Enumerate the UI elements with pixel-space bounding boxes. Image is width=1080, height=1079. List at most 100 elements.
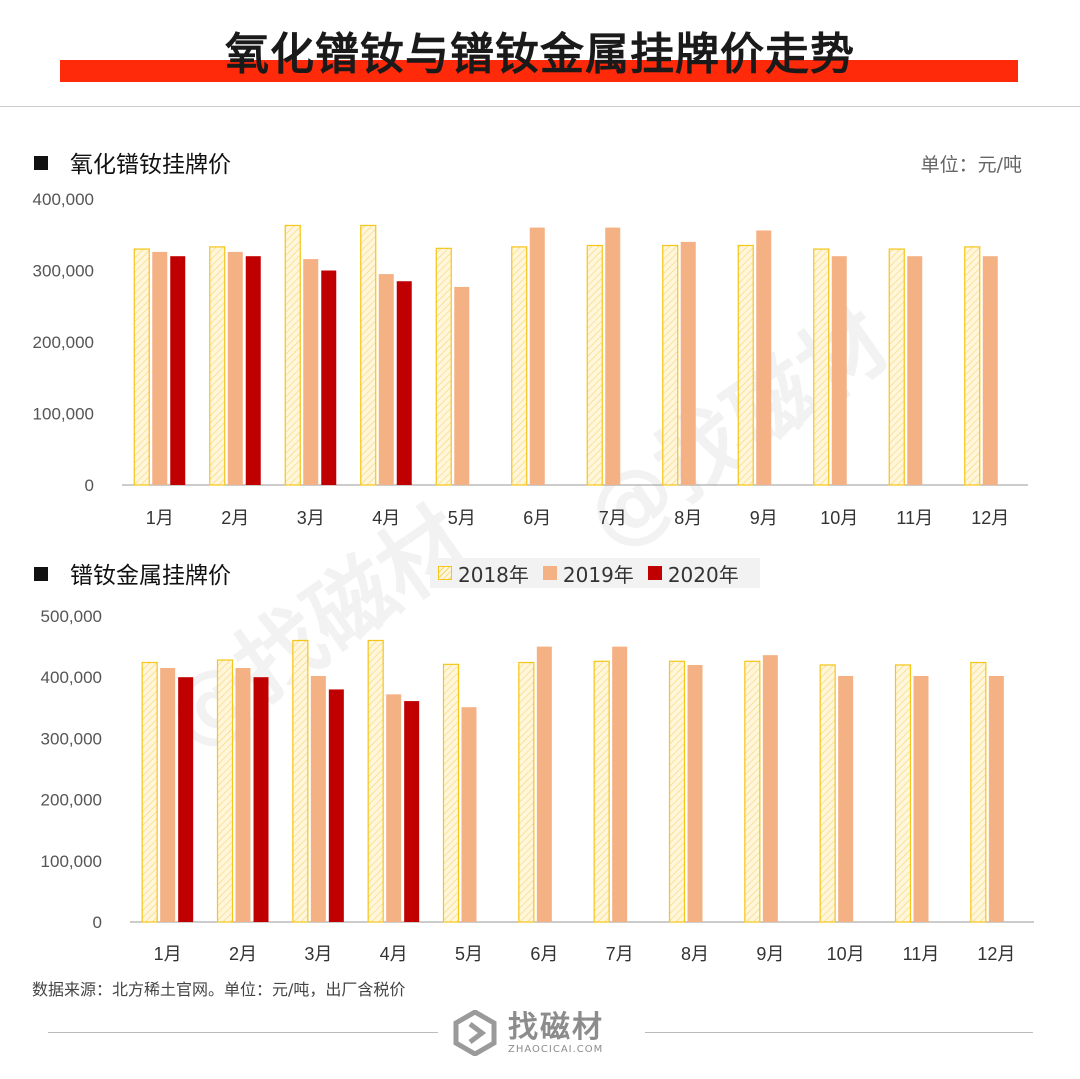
footer-divider-left (48, 1032, 438, 1033)
bar-2020年-1月 (178, 677, 194, 922)
bar-2018年-2月 (216, 659, 234, 923)
x-tick-label: 1月 (146, 508, 174, 528)
x-tick-label: 11月 (903, 944, 940, 964)
x-tick-label: 9月 (750, 508, 778, 528)
footer-logo: 找磁材 ZHAOCICAI.COM (452, 1010, 604, 1056)
x-tick-label: 8月 (674, 508, 702, 528)
bar-2019年-8月 (687, 664, 703, 922)
bar-2020年-4月 (404, 701, 420, 922)
bar-2018年-3月 (284, 224, 301, 486)
bar-2020年-2月 (245, 256, 261, 485)
y-tick-label: 0 (93, 913, 102, 932)
y-tick-label: 300,000 (33, 262, 94, 281)
y-tick-label: 400,000 (33, 190, 94, 209)
bar-2018年-1月 (133, 248, 150, 486)
legend-swatch-2019 (542, 566, 557, 580)
bar-2019年-12月 (982, 256, 998, 485)
x-tick-label: 2月 (229, 944, 257, 964)
bullet-square-icon (34, 567, 48, 581)
x-tick-label: 5月 (455, 944, 483, 964)
x-tick-label: 7月 (606, 944, 634, 964)
x-tick-label: 2月 (221, 508, 249, 528)
chart1-title: 氧化镨钕挂牌价 (34, 145, 231, 179)
bar-2019年-11月 (913, 675, 929, 922)
chart2-title: 镨钕金属挂牌价 (34, 556, 231, 590)
x-tick-label: 5月 (448, 508, 476, 528)
bar-2019年-9月 (756, 230, 772, 485)
bar-2019年-7月 (612, 646, 628, 922)
bar-2019年-3月 (310, 675, 326, 922)
bar-2018年-7月 (593, 660, 610, 923)
bar-2019年-9月 (762, 655, 778, 922)
legend-item-2019: 2019年 (542, 559, 634, 588)
legend: 2018年 2019年 2020年 (430, 558, 760, 588)
legend-swatch-2018 (438, 566, 452, 580)
bar-2018年-4月 (367, 639, 384, 923)
bar-2018年-9月 (737, 244, 754, 486)
bar-2019年-6月 (529, 227, 545, 485)
x-tick-label: 3月 (304, 944, 332, 964)
bar-2018年-1月 (141, 661, 158, 923)
x-tick-label: 7月 (599, 508, 627, 528)
legend-item-2020: 2020年 (647, 559, 739, 588)
bar-2019年-10月 (831, 256, 847, 485)
bar-2018年-12月 (964, 246, 981, 486)
bar-2018年-12月 (970, 661, 987, 923)
bar-2019年-2月 (235, 668, 251, 922)
bar-2019年-4月 (378, 274, 394, 485)
title-divider (0, 106, 1080, 107)
bar-2019年-7月 (605, 227, 621, 485)
y-tick-label: 400,000 (41, 668, 102, 687)
bar-2018年-6月 (511, 246, 528, 486)
bar-2018年-7月 (586, 244, 603, 486)
bar-2019年-1月 (160, 668, 176, 922)
x-tick-label: 6月 (530, 944, 558, 964)
bar-2018年-5月 (435, 247, 452, 486)
bar-2019年-12月 (988, 675, 1004, 922)
bar-2020年-3月 (321, 270, 337, 485)
bar-2018年-8月 (662, 244, 679, 486)
bar-2018年-9月 (744, 660, 761, 923)
source-note: 数据来源：北方稀土官网。单位：元/吨，出厂含税价 (32, 980, 406, 999)
x-tick-label: 3月 (297, 508, 325, 528)
x-tick-label: 12月 (971, 508, 1009, 528)
chart2-title-text: 镨钕金属挂牌价 (70, 563, 231, 589)
bar-2018年-11月 (888, 248, 905, 486)
x-tick-label: 11月 (896, 508, 933, 528)
y-tick-label: 300,000 (41, 729, 102, 748)
chart-metal-price: 0 100,000 200,000 300,000 400,000 500,000 1月 2月… (41, 607, 1034, 964)
y-tick-label: 200,000 (33, 333, 94, 352)
x-tick-label: 9月 (756, 944, 784, 964)
y-tick-label: 100,000 (41, 852, 102, 871)
footer-divider-right (645, 1032, 1033, 1033)
unit-label: 单位：元/吨 (920, 154, 1022, 176)
legend-swatch-2020 (647, 566, 662, 580)
x-tick-label: 12月 (977, 944, 1015, 964)
bar-2019年-5月 (454, 286, 470, 485)
y-tick-label: 500,000 (41, 607, 102, 626)
bar-2019年-10月 (838, 675, 854, 922)
legend-item-2018: 2018年 (438, 559, 529, 588)
bar-2019年-5月 (461, 707, 477, 922)
bar-2018年-11月 (894, 664, 912, 923)
bar-2018年-5月 (442, 663, 460, 923)
bar-2018年-2月 (209, 246, 226, 486)
x-tick-label: 10月 (820, 508, 858, 528)
legend-label-2019: 2019年 (562, 562, 634, 587)
page-title: 氧化镨钕与镨钕金属挂牌价走势 (225, 29, 855, 80)
bar-2019年-3月 (303, 259, 319, 485)
bar-2020年-3月 (328, 689, 344, 922)
bar-2019年-11月 (907, 256, 923, 485)
x-tick-label: 6月 (523, 508, 551, 528)
bullet-square-icon (34, 156, 48, 170)
x-tick-label: 8月 (681, 944, 709, 964)
legend-label-2018: 2018年 (458, 562, 529, 587)
bar-2018年-4月 (360, 224, 377, 486)
bar-2019年-1月 (152, 251, 168, 485)
x-tick-label: 10月 (827, 944, 865, 964)
y-tick-label: 200,000 (41, 791, 102, 810)
chart-oxide-price: 0 100,000 200,000 300,000 400,000 1月 2月 3月 4月 5月 6… (33, 190, 1028, 528)
bar-2019年-8月 (680, 241, 696, 485)
bar-2019年-2月 (227, 251, 243, 485)
bar-2018年-10月 (813, 248, 830, 486)
